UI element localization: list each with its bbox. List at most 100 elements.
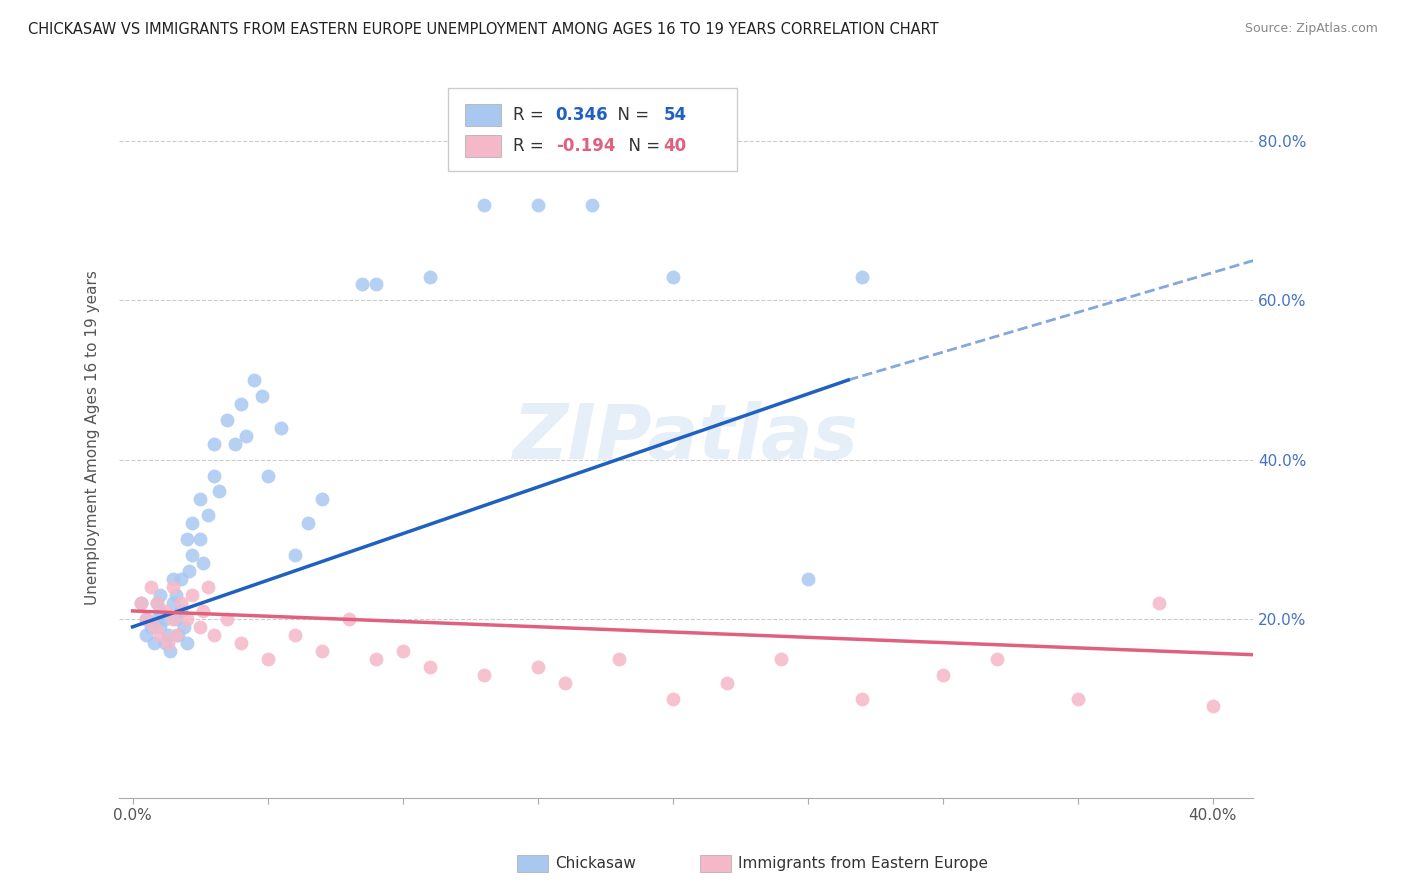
- Point: [181, 548, 204, 562]
- Point: [607, 651, 630, 665]
- Point: [472, 198, 495, 212]
- Point: [256, 468, 278, 483]
- Point: [217, 612, 239, 626]
- Point: [143, 636, 166, 650]
- Text: -0.194: -0.194: [555, 136, 616, 155]
- Text: ZIPatlas: ZIPatlas: [513, 401, 859, 475]
- Point: [176, 636, 198, 650]
- Point: [146, 612, 169, 626]
- Point: [129, 596, 152, 610]
- Point: [526, 198, 548, 212]
- Point: [235, 429, 257, 443]
- Point: [188, 492, 211, 507]
- Point: [270, 421, 292, 435]
- Point: [311, 492, 333, 507]
- Point: [179, 564, 201, 578]
- Point: [167, 628, 190, 642]
- Point: [229, 397, 252, 411]
- Point: [716, 675, 738, 690]
- Point: [1147, 596, 1170, 610]
- FancyBboxPatch shape: [465, 135, 502, 157]
- Point: [129, 596, 152, 610]
- Point: [141, 580, 163, 594]
- Point: [162, 612, 184, 626]
- Point: [364, 651, 387, 665]
- Point: [135, 628, 157, 642]
- Y-axis label: Unemployment Among Ages 16 to 19 years: Unemployment Among Ages 16 to 19 years: [86, 270, 100, 605]
- Point: [165, 628, 187, 642]
- Point: [217, 413, 239, 427]
- Point: [554, 675, 576, 690]
- Text: N =: N =: [607, 106, 654, 124]
- Point: [284, 548, 307, 562]
- Point: [153, 636, 176, 650]
- Point: [176, 533, 198, 547]
- Point: [197, 580, 219, 594]
- Point: [581, 198, 603, 212]
- Point: [419, 269, 441, 284]
- Point: [208, 484, 231, 499]
- Point: [202, 436, 225, 450]
- Text: CHICKASAW VS IMMIGRANTS FROM EASTERN EUROPE UNEMPLOYMENT AMONG AGES 16 TO 19 YEA: CHICKASAW VS IMMIGRANTS FROM EASTERN EUR…: [28, 22, 939, 37]
- Point: [156, 636, 179, 650]
- Point: [197, 508, 219, 523]
- Point: [796, 572, 818, 586]
- Point: [472, 667, 495, 681]
- Point: [146, 596, 169, 610]
- Text: R =: R =: [513, 136, 548, 155]
- Point: [1067, 691, 1090, 706]
- Point: [143, 620, 166, 634]
- Point: [165, 588, 187, 602]
- Point: [229, 636, 252, 650]
- Point: [181, 516, 204, 531]
- Point: [284, 628, 307, 642]
- Point: [851, 269, 873, 284]
- Point: [181, 588, 204, 602]
- FancyBboxPatch shape: [465, 104, 502, 126]
- Point: [148, 628, 170, 642]
- Point: [162, 596, 184, 610]
- Point: [297, 516, 319, 531]
- Point: [224, 436, 246, 450]
- Point: [256, 651, 278, 665]
- Point: [1202, 699, 1225, 714]
- Point: [191, 604, 214, 618]
- Text: Immigrants from Eastern Europe: Immigrants from Eastern Europe: [738, 856, 988, 871]
- Point: [661, 691, 683, 706]
- Point: [202, 628, 225, 642]
- Point: [148, 620, 170, 634]
- Text: 0.346: 0.346: [555, 106, 609, 124]
- Point: [148, 604, 170, 618]
- Point: [148, 588, 170, 602]
- Point: [170, 572, 193, 586]
- Text: 40: 40: [664, 136, 686, 155]
- Point: [146, 596, 169, 610]
- FancyBboxPatch shape: [449, 88, 737, 171]
- Point: [337, 612, 360, 626]
- Point: [364, 277, 387, 292]
- Point: [162, 580, 184, 594]
- Point: [188, 533, 211, 547]
- Point: [141, 620, 163, 634]
- Point: [661, 269, 683, 284]
- Point: [311, 644, 333, 658]
- Point: [170, 596, 193, 610]
- Point: [419, 659, 441, 673]
- Point: [526, 659, 548, 673]
- Point: [352, 277, 374, 292]
- Point: [153, 604, 176, 618]
- Point: [135, 612, 157, 626]
- Point: [202, 468, 225, 483]
- Point: [173, 620, 195, 634]
- Text: Source: ZipAtlas.com: Source: ZipAtlas.com: [1244, 22, 1378, 36]
- Point: [170, 604, 193, 618]
- Point: [769, 651, 792, 665]
- Point: [191, 556, 214, 570]
- Point: [243, 373, 266, 387]
- Point: [153, 612, 176, 626]
- Text: 54: 54: [664, 106, 686, 124]
- Point: [162, 572, 184, 586]
- Point: [851, 691, 873, 706]
- Point: [156, 628, 179, 642]
- Point: [165, 612, 187, 626]
